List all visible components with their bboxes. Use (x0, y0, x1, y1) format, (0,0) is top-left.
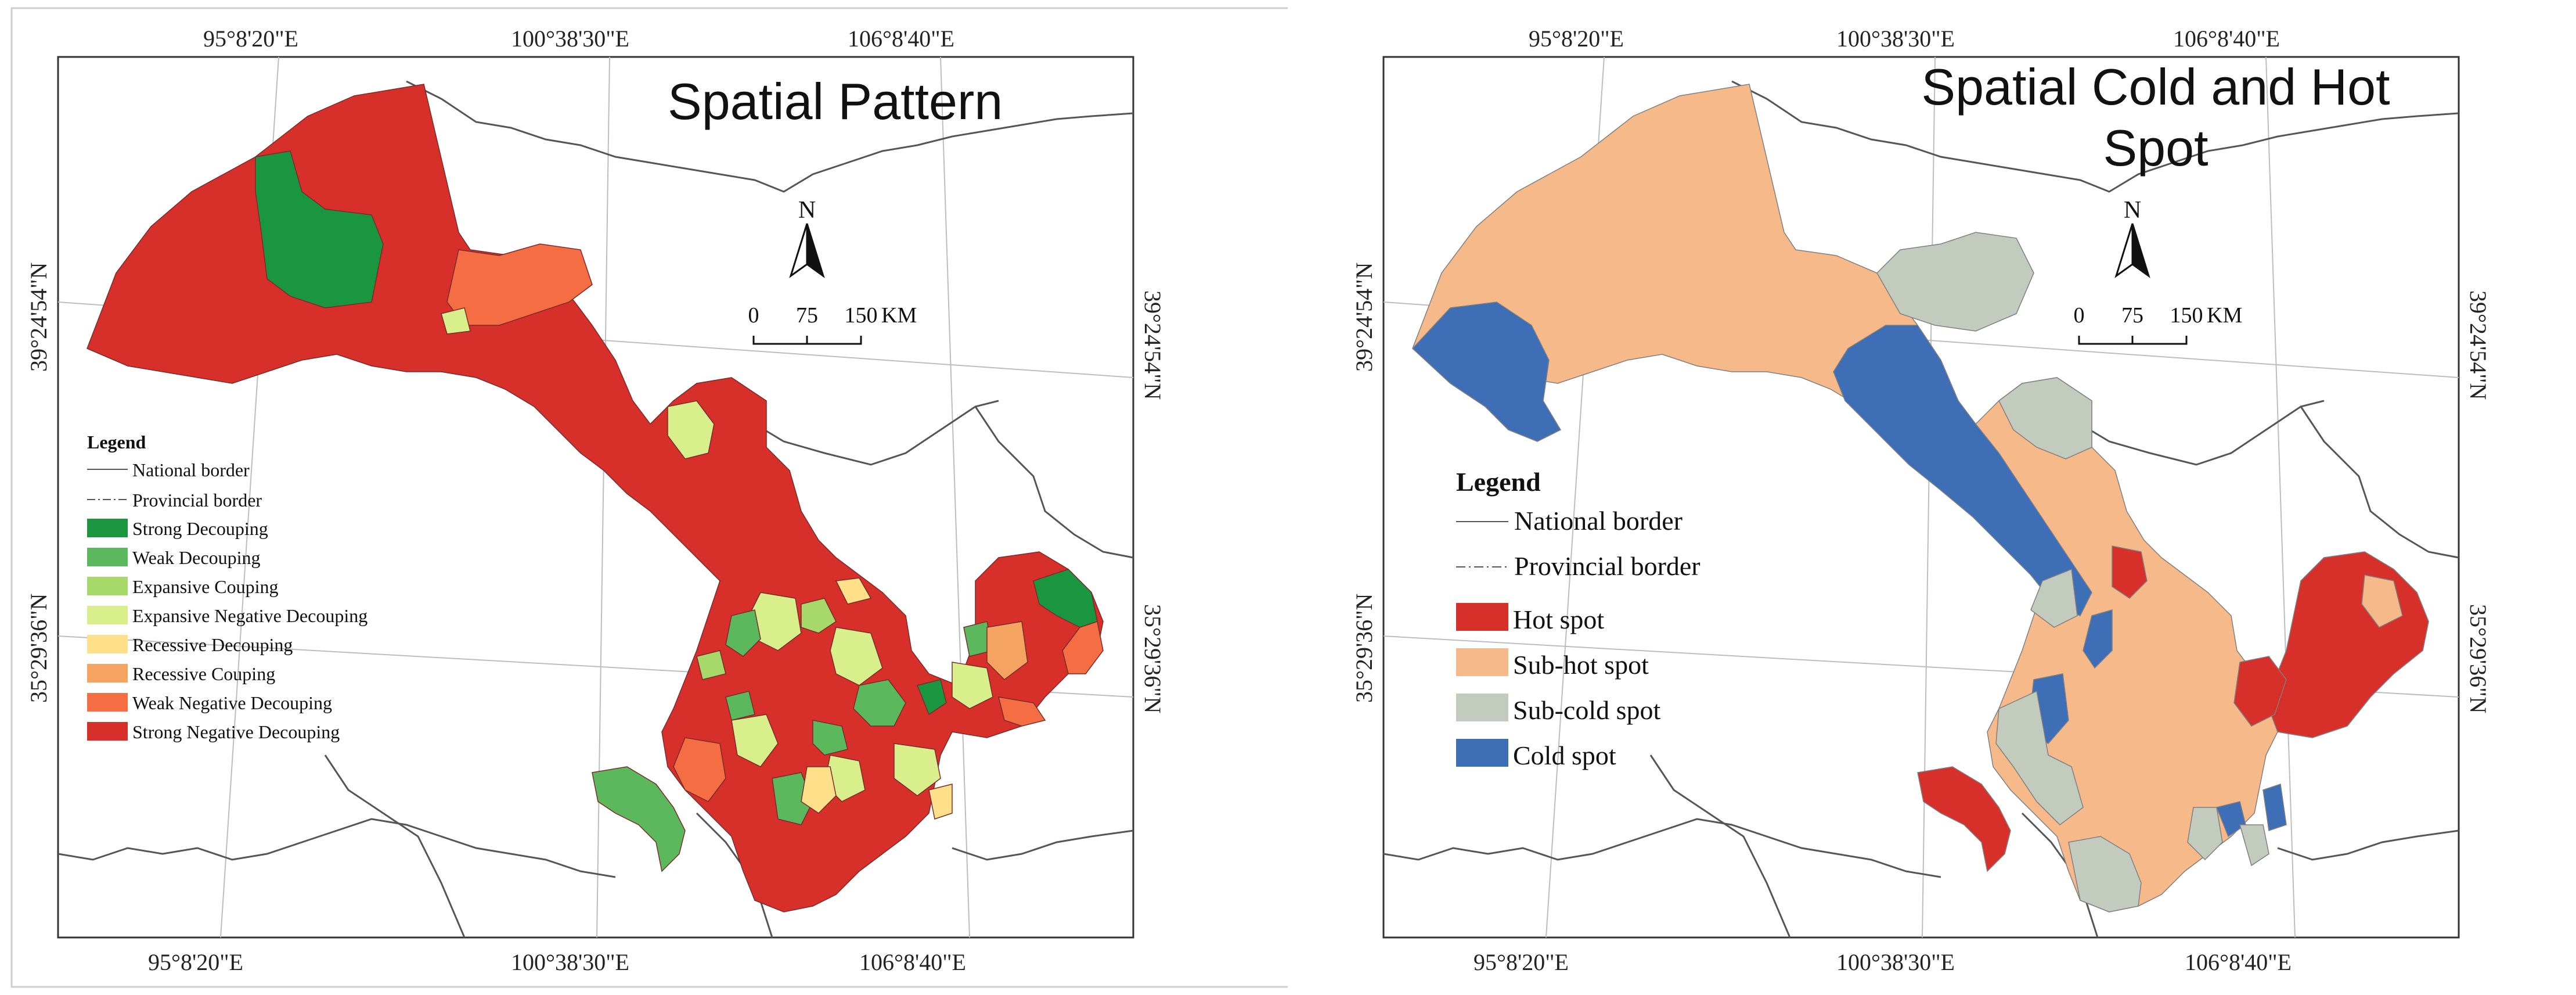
legend-swatch (1456, 648, 1508, 676)
coord-bottom-3: 106°8'40"E (2185, 949, 2292, 975)
legend-swatch (87, 577, 128, 595)
coord-top-1: 95°8'20"E (1529, 26, 1624, 52)
legend-provincial-border: Provincial border (1514, 551, 1700, 581)
coord-bottom-2: 100°38'30"E (511, 949, 629, 975)
legend-swatch (87, 548, 128, 566)
legend-national-border: National border (132, 459, 250, 480)
legend-label: Recessive Couping (132, 663, 275, 684)
coord-right-2: 35°29'36"N (1140, 604, 1166, 713)
coord-top-3: 106°8'40"E (848, 26, 954, 52)
coord-top-2: 100°38'30"E (511, 26, 629, 52)
scale-label-150: 150 (845, 303, 878, 328)
legend: Legend National border Provincial border… (87, 432, 368, 742)
map-title: Spatial Pattern (668, 73, 1003, 130)
scale-label-150: 150 (2170, 303, 2203, 328)
scale-unit: KM (881, 303, 917, 328)
figure-outer-border (10, 7, 1288, 988)
north-label: N (2124, 197, 2141, 224)
coord-left-1: 39°24'54"N (1351, 263, 1377, 372)
legend-label: Sub-cold spot (1513, 695, 1661, 725)
national-border-lines (1383, 80, 2459, 938)
north-arrow-icon: N (2114, 197, 2150, 278)
map-title-line1: Spatial Cold and Hot (1921, 58, 2390, 116)
coordinate-labels: 95°8'20"E 100°38'30"E 106°8'40"E 95°8'20… (1351, 26, 2491, 975)
legend-label: Cold spot (1513, 741, 1616, 770)
legend-swatch (87, 606, 128, 624)
map-title-line2: Spot (2103, 119, 2208, 177)
legend-swatch (1456, 739, 1508, 767)
north-label: N (798, 197, 816, 224)
legend-swatch (87, 519, 128, 537)
scale-label-75: 75 (2121, 303, 2143, 328)
coord-top-2: 100°38'30"E (1836, 26, 1955, 52)
province-regions (87, 84, 1104, 913)
legend: Legend National border Provincial border… (1456, 467, 1700, 770)
scale-label-0: 0 (748, 303, 759, 328)
coordinate-labels: 95°8'20"E 100°38'30"E 106°8'40"E 95°8'20… (26, 26, 1166, 975)
coord-bottom-3: 106°8'40"E (859, 949, 966, 975)
legend-swatch (1456, 603, 1508, 631)
map-canvas: 95°8'20"E 100°38'30"E 106°8'40"E 95°8'20… (10, 7, 1288, 988)
scale-label-0: 0 (2074, 303, 2085, 328)
legend-swatch (87, 693, 128, 712)
legend-title: Legend (1456, 467, 1541, 497)
legend-label: Hot spot (1513, 605, 1604, 634)
coord-bottom-2: 100°38'30"E (1836, 949, 1955, 975)
map-canvas: 95°8'20"E 100°38'30"E 106°8'40"E 95°8'20… (1351, 26, 2491, 975)
coord-bottom-1: 95°8'20"E (148, 949, 243, 975)
coord-right-1: 39°24'54"N (2465, 290, 2491, 400)
legend-title: Legend (87, 432, 146, 452)
national-border-lines (57, 80, 1134, 938)
legend-swatch (87, 722, 128, 741)
coord-right-2: 35°29'36"N (2465, 604, 2491, 713)
legend-provincial-border: Provincial border (132, 490, 262, 511)
legend-label: Weak Negative Decouping (132, 692, 332, 713)
legend-label: Weak Decouping (132, 547, 260, 568)
coord-left-2: 35°29'36"N (26, 594, 52, 703)
legend-label: Expansive Couping (132, 576, 279, 597)
north-arrow-icon: N (789, 197, 825, 278)
legend-label: Strong Negative Decouping (132, 721, 340, 742)
coord-left-1: 39°24'54"N (26, 263, 52, 372)
coord-bottom-1: 95°8'20"E (1473, 949, 1569, 975)
legend-label: Sub-hot spot (1513, 650, 1649, 680)
coord-top-3: 106°8'40"E (2173, 26, 2280, 52)
legend-national-border: National border (1514, 506, 1682, 536)
coord-right-1: 39°24'54"N (1140, 290, 1166, 400)
legend-label: Expansive Negative Decouping (132, 605, 368, 626)
legend-swatch (87, 664, 128, 683)
scale-unit: KM (2207, 303, 2242, 328)
scale-label-75: 75 (796, 303, 818, 328)
province-regions (1411, 84, 2429, 913)
coord-top-1: 95°8'20"E (203, 26, 298, 52)
map-panel-spatial-pattern: 95°8'20"E 100°38'30"E 106°8'40"E 95°8'20… (10, 7, 1288, 988)
legend-label: Strong Decouping (132, 518, 268, 539)
scale-bar: 0 75 150 KM (748, 303, 917, 345)
legend-swatch (87, 635, 128, 653)
map-panel-cold-hot-spot: 95°8'20"E 100°38'30"E 106°8'40"E 95°8'20… (1288, 0, 2576, 995)
legend-swatch (1456, 694, 1508, 721)
scale-bar: 0 75 150 KM (2074, 303, 2242, 345)
coord-left-2: 35°29'36"N (1351, 594, 1377, 703)
legend-label: Recessive Decouping (132, 634, 293, 655)
